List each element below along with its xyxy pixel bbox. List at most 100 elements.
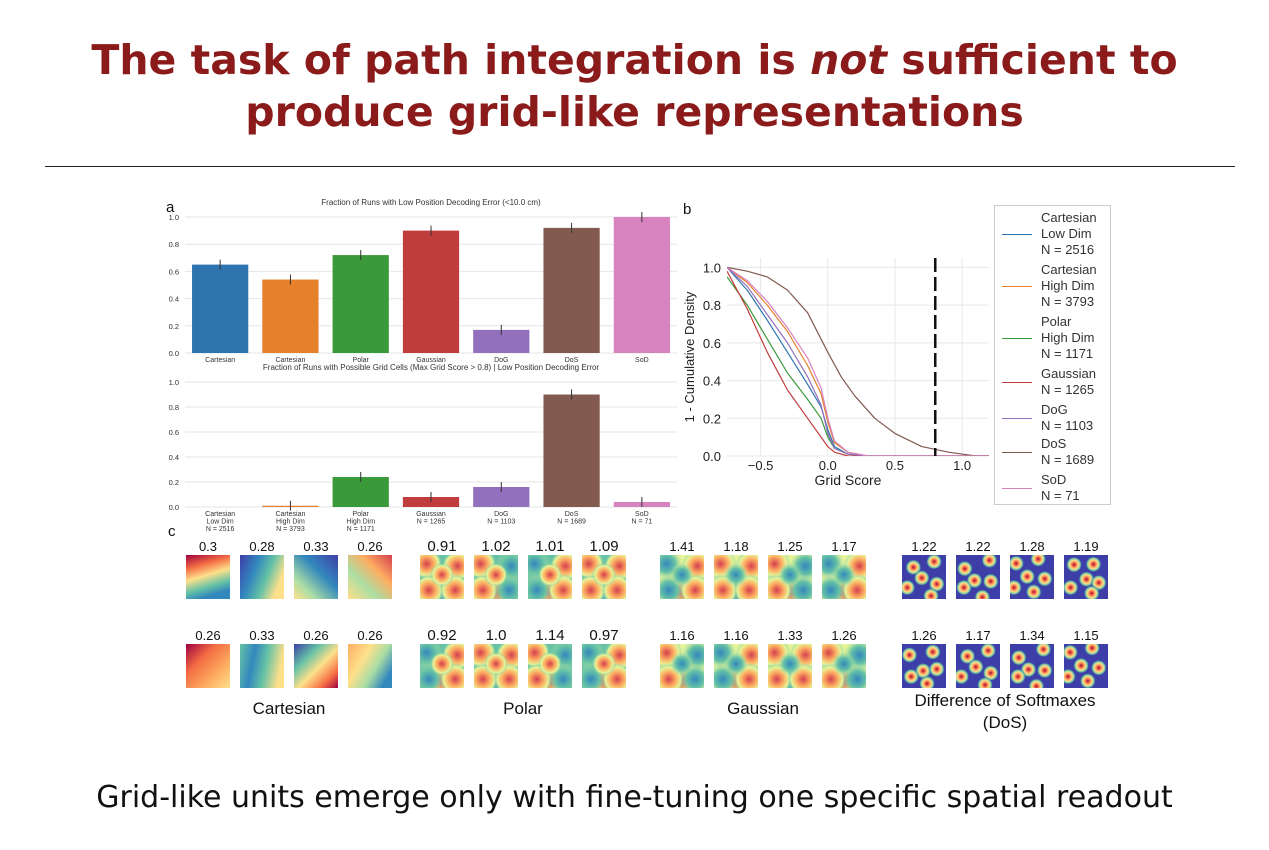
- firing-field: [956, 579, 972, 596]
- series-line: [727, 266, 989, 456]
- firing-field: [977, 676, 994, 688]
- grid-score-label: 1.02: [481, 538, 510, 555]
- grid-score-label: 1.17: [965, 628, 990, 643]
- ratemap: [528, 644, 572, 688]
- group-label: Cartesian: [253, 699, 326, 718]
- y-tick-label: 0.6: [703, 336, 721, 351]
- firing-field: [926, 555, 943, 570]
- firing-field: [1035, 644, 1052, 658]
- x-tick-label: −0.5: [748, 458, 774, 473]
- ratemap: [1064, 555, 1108, 599]
- firing-field: [1085, 556, 1102, 573]
- grid-score-label: 1.34: [1019, 628, 1044, 643]
- grid-score-label: 0.91: [427, 538, 456, 555]
- ratemap-blob: [670, 562, 694, 587]
- ratemap: [294, 555, 338, 599]
- firing-field: [1019, 568, 1036, 585]
- grid-score-label: 1.18: [723, 539, 748, 554]
- legend-label-line: DoS: [1041, 436, 1067, 451]
- ratemap-blob: [430, 651, 454, 676]
- ratemap-blob: [538, 562, 562, 587]
- bar: [192, 264, 249, 353]
- ratemap: [474, 644, 518, 688]
- grid-score-label: 0.33: [303, 539, 328, 554]
- group-label: Polar: [503, 699, 543, 718]
- legend-label-line: N = 1171: [1041, 346, 1094, 361]
- y-tick-label: 0.0: [169, 503, 179, 512]
- firing-field: [1073, 657, 1090, 674]
- ratemap: [474, 555, 518, 599]
- x-tick-label: Cartesian: [205, 357, 235, 364]
- firing-field: [924, 644, 941, 660]
- legend-label: Cartesian Low Dim N = 2516: [1041, 210, 1097, 258]
- legend-label-line: Cartesian: [1041, 210, 1097, 225]
- ratemap: [348, 644, 392, 688]
- ratemap: [956, 644, 1000, 688]
- title-emphasis: not: [810, 36, 888, 84]
- legend-label: Cartesian High Dim N = 3793: [1041, 262, 1097, 310]
- firing-field: [1079, 672, 1096, 688]
- legend-label-line: DoG: [1041, 402, 1068, 417]
- firing-field: [923, 587, 940, 599]
- x-tick-label: Cartesian: [275, 357, 305, 364]
- plot-area: [185, 382, 677, 507]
- title-line-2: produce grid-like representations: [245, 88, 1024, 136]
- legend-label-line: N = 2516: [1041, 242, 1095, 257]
- grid-score-label: 1.25: [777, 539, 802, 554]
- legend-box: Cartesian Low Dim N = 2516 Cartesian High Di…: [994, 205, 1111, 505]
- bar: [473, 329, 530, 353]
- grid-score-label: 1.22: [911, 539, 936, 554]
- firing-field: [928, 576, 945, 593]
- grid-score-label: 1.09: [589, 538, 618, 555]
- y-tick-label: 1.0: [169, 213, 179, 222]
- firing-field: [980, 644, 997, 659]
- ratemap: [1010, 644, 1054, 688]
- x-tick-label: DoS: [565, 357, 579, 364]
- legend-swatch: [1002, 382, 1032, 383]
- x-tick-label: DoG: [494, 511, 508, 518]
- x-tick-label: SoD: [635, 357, 649, 364]
- ratemap-group: 0.3 0.28 0.33 0.26 0.26 0.33 0.26 0.26 Cartesian: [186, 539, 392, 718]
- y-tick-label: 1.0: [703, 260, 721, 275]
- ratemap-blob: [592, 562, 616, 587]
- legend-label-line: SoD: [1041, 472, 1067, 487]
- panel-label-a: a: [166, 199, 175, 216]
- ratemap-blob: [538, 651, 562, 676]
- firing-field: [1010, 555, 1025, 572]
- firing-field: [1078, 571, 1095, 588]
- y-tick-label: 1.0: [169, 378, 179, 387]
- legend-label: DoS N = 1689: [1041, 436, 1094, 468]
- ratemap-blob: [670, 651, 694, 676]
- x-tick-label: N = 3793: [276, 526, 305, 533]
- x-tick-label: DoS: [565, 511, 579, 518]
- ratemap-fill: [186, 644, 230, 688]
- legend-swatch: [1002, 452, 1032, 453]
- ratemap-blob: [430, 562, 454, 587]
- group-label: Difference of Softmaxes: [914, 691, 1095, 710]
- ratemap: [902, 644, 946, 688]
- grid-score-label: 0.28: [249, 539, 274, 554]
- line-chart-panel-b: b 0.0 0.2 0.4 0.6 0.8 1.0 −0.5 0.0 0.5 1.0 Grid Sco…: [682, 201, 989, 488]
- ratemap: [714, 555, 758, 599]
- x-tick-label: DoG: [494, 357, 508, 364]
- legend-label: SoD N = 71: [1041, 472, 1080, 504]
- x-tick-label: N = 1171: [347, 526, 375, 533]
- ratemap: [902, 555, 946, 599]
- x-axis-label: Grid Score: [815, 472, 882, 488]
- bar: [402, 230, 460, 353]
- legend-label-line: N = 1103: [1041, 418, 1094, 433]
- title-part: sufficient to: [887, 36, 1178, 84]
- x-tick-label: 0.5: [886, 458, 904, 473]
- title-line-1: The task of path integration is not suff…: [0, 34, 1269, 86]
- firing-field: [1030, 555, 1047, 567]
- x-tick-label: N = 1265: [417, 519, 446, 526]
- y-tick-label: 0.8: [703, 298, 721, 313]
- legend-label-line: Cartesian: [1041, 262, 1097, 277]
- legend-label-line: High Dim: [1041, 330, 1095, 345]
- bar: [332, 255, 389, 353]
- legend-swatch: [1002, 234, 1032, 235]
- firing-field: [1084, 644, 1101, 656]
- x-tick-label: N = 2516: [206, 526, 235, 533]
- ratemap: [348, 555, 392, 599]
